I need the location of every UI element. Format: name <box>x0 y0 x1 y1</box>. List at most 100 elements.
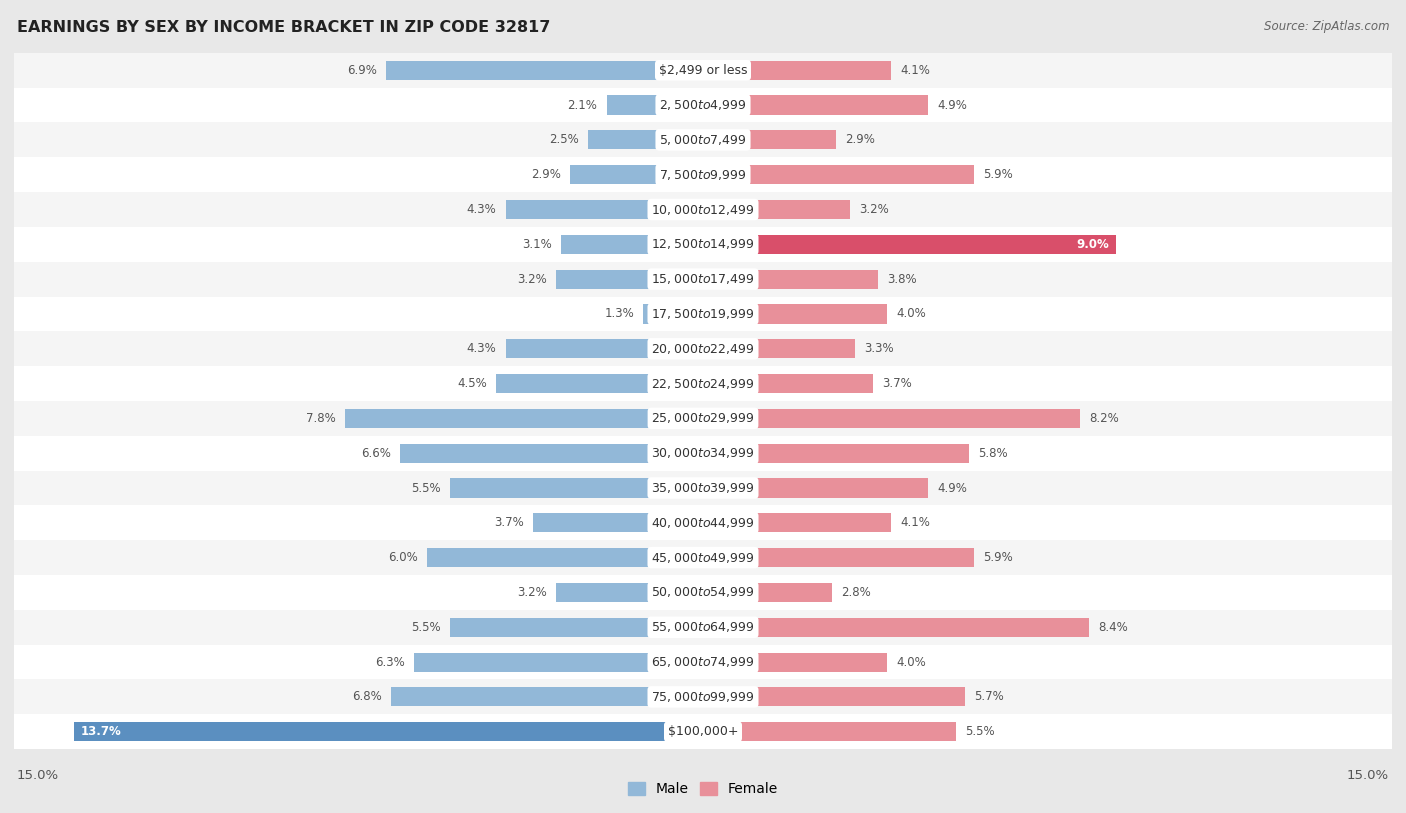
Bar <box>14 471 1392 506</box>
Bar <box>14 715 1392 749</box>
Text: $75,000 to $99,999: $75,000 to $99,999 <box>651 690 755 704</box>
Bar <box>703 444 969 463</box>
Bar <box>14 332 1392 366</box>
Text: 4.0%: 4.0% <box>896 655 925 668</box>
Bar <box>14 88 1392 123</box>
Text: $100,000+: $100,000+ <box>668 725 738 738</box>
Bar <box>588 130 703 150</box>
Bar <box>703 653 887 672</box>
Bar <box>14 436 1392 471</box>
Bar <box>387 61 703 80</box>
Text: 4.1%: 4.1% <box>900 63 931 76</box>
Text: 4.9%: 4.9% <box>938 98 967 111</box>
Text: 4.9%: 4.9% <box>938 481 967 494</box>
Text: 3.2%: 3.2% <box>517 586 547 599</box>
Bar <box>14 262 1392 297</box>
Bar <box>413 653 703 672</box>
Text: 2.9%: 2.9% <box>845 133 876 146</box>
Bar <box>14 680 1392 715</box>
Bar <box>391 687 703 706</box>
Text: 3.7%: 3.7% <box>494 516 524 529</box>
Text: 5.8%: 5.8% <box>979 446 1008 459</box>
Text: 6.6%: 6.6% <box>361 446 391 459</box>
Bar <box>496 374 703 393</box>
Text: 9.0%: 9.0% <box>1077 238 1109 251</box>
Bar <box>703 374 873 393</box>
Text: 5.9%: 5.9% <box>983 168 1012 181</box>
Text: 3.8%: 3.8% <box>887 272 917 285</box>
Text: 5.5%: 5.5% <box>412 481 441 494</box>
Text: 2.1%: 2.1% <box>568 98 598 111</box>
Bar <box>14 123 1392 157</box>
Bar <box>703 583 831 602</box>
Bar <box>14 297 1392 332</box>
Text: 2.9%: 2.9% <box>530 168 561 181</box>
Text: $45,000 to $49,999: $45,000 to $49,999 <box>651 550 755 565</box>
Bar <box>703 513 891 533</box>
Text: 4.0%: 4.0% <box>896 307 925 320</box>
Bar <box>606 95 703 115</box>
Bar <box>14 506 1392 541</box>
Text: EARNINGS BY SEX BY INCOME BRACKET IN ZIP CODE 32817: EARNINGS BY SEX BY INCOME BRACKET IN ZIP… <box>17 20 550 35</box>
Text: $50,000 to $54,999: $50,000 to $54,999 <box>651 585 755 599</box>
Bar <box>569 165 703 185</box>
Bar <box>561 235 703 254</box>
Text: $10,000 to $12,499: $10,000 to $12,499 <box>651 202 755 216</box>
Bar <box>555 270 703 289</box>
Text: $7,500 to $9,999: $7,500 to $9,999 <box>659 167 747 181</box>
Text: 13.7%: 13.7% <box>80 725 121 738</box>
Bar <box>14 53 1392 88</box>
Text: $17,500 to $19,999: $17,500 to $19,999 <box>651 307 755 321</box>
Text: 8.4%: 8.4% <box>1098 621 1128 634</box>
Text: $20,000 to $22,499: $20,000 to $22,499 <box>651 341 755 356</box>
Text: $30,000 to $34,999: $30,000 to $34,999 <box>651 446 755 460</box>
Bar <box>703 130 837 150</box>
Bar <box>450 478 703 498</box>
Bar <box>506 200 703 219</box>
Text: 1.3%: 1.3% <box>605 307 634 320</box>
Text: 4.5%: 4.5% <box>457 377 486 390</box>
Text: Source: ZipAtlas.com: Source: ZipAtlas.com <box>1264 20 1389 33</box>
Text: 3.1%: 3.1% <box>522 238 551 251</box>
Text: 7.8%: 7.8% <box>307 412 336 425</box>
Bar <box>14 541 1392 575</box>
Text: 6.8%: 6.8% <box>352 690 381 703</box>
Bar <box>703 478 928 498</box>
Text: $65,000 to $74,999: $65,000 to $74,999 <box>651 655 755 669</box>
Text: $5,000 to $7,499: $5,000 to $7,499 <box>659 133 747 147</box>
Bar <box>14 610 1392 645</box>
Text: $40,000 to $44,999: $40,000 to $44,999 <box>651 515 755 530</box>
Text: 5.9%: 5.9% <box>983 551 1012 564</box>
Bar <box>506 339 703 359</box>
Text: $55,000 to $64,999: $55,000 to $64,999 <box>651 620 755 634</box>
Bar <box>703 687 965 706</box>
Bar <box>703 722 956 741</box>
Bar <box>399 444 703 463</box>
Text: $35,000 to $39,999: $35,000 to $39,999 <box>651 481 755 495</box>
Text: 2.5%: 2.5% <box>550 133 579 146</box>
Text: 3.2%: 3.2% <box>517 272 547 285</box>
Text: 3.2%: 3.2% <box>859 203 889 216</box>
Bar <box>703 409 1080 428</box>
Bar <box>14 401 1392 436</box>
Bar <box>73 722 703 741</box>
Bar <box>703 270 877 289</box>
Bar <box>703 165 974 185</box>
Bar <box>703 304 887 324</box>
Bar <box>14 227 1392 262</box>
Text: 8.2%: 8.2% <box>1088 412 1119 425</box>
Bar <box>703 618 1088 637</box>
Bar <box>703 548 974 567</box>
Text: 4.3%: 4.3% <box>467 203 496 216</box>
Text: $15,000 to $17,499: $15,000 to $17,499 <box>651 272 755 286</box>
Text: 15.0%: 15.0% <box>1347 769 1389 782</box>
Text: 3.7%: 3.7% <box>882 377 912 390</box>
Bar <box>14 575 1392 610</box>
Bar <box>644 304 703 324</box>
Bar <box>450 618 703 637</box>
Bar <box>555 583 703 602</box>
Text: 5.5%: 5.5% <box>412 621 441 634</box>
Bar <box>703 339 855 359</box>
Bar <box>427 548 703 567</box>
Text: 5.5%: 5.5% <box>965 725 994 738</box>
